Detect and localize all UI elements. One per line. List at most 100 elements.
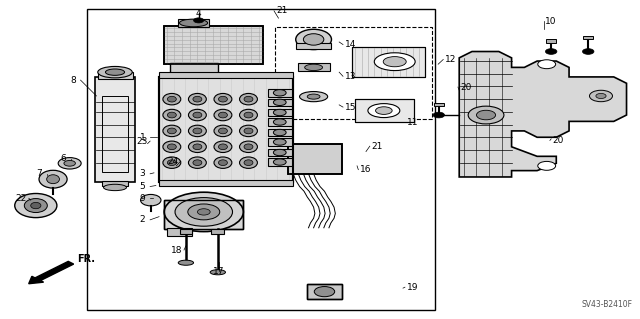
Bar bbox=[159, 180, 293, 186]
Bar bbox=[296, 43, 331, 49]
Ellipse shape bbox=[163, 125, 180, 137]
Ellipse shape bbox=[244, 128, 253, 134]
Ellipse shape bbox=[538, 60, 556, 69]
Ellipse shape bbox=[188, 109, 206, 121]
Ellipse shape bbox=[374, 53, 415, 70]
Text: 9: 9 bbox=[140, 194, 145, 203]
Ellipse shape bbox=[239, 157, 257, 168]
Ellipse shape bbox=[273, 90, 286, 96]
Bar bbox=[159, 77, 293, 182]
Ellipse shape bbox=[296, 29, 332, 50]
Text: 5: 5 bbox=[140, 182, 145, 191]
Ellipse shape bbox=[214, 93, 232, 105]
Ellipse shape bbox=[106, 69, 125, 75]
Text: 20: 20 bbox=[552, 136, 563, 145]
Text: 14: 14 bbox=[345, 40, 356, 49]
Text: 7: 7 bbox=[36, 169, 42, 178]
Ellipse shape bbox=[39, 170, 67, 188]
Ellipse shape bbox=[214, 157, 232, 168]
Text: 20: 20 bbox=[460, 83, 471, 92]
Text: 16: 16 bbox=[360, 165, 372, 174]
Ellipse shape bbox=[188, 141, 206, 152]
Text: 21: 21 bbox=[276, 6, 287, 15]
Bar bbox=[98, 72, 133, 78]
Ellipse shape bbox=[239, 109, 257, 121]
FancyArrow shape bbox=[29, 261, 74, 284]
Bar bbox=[87, 9, 435, 310]
Ellipse shape bbox=[239, 125, 257, 137]
Ellipse shape bbox=[214, 109, 232, 121]
Ellipse shape bbox=[163, 157, 180, 168]
Bar bbox=[102, 181, 129, 186]
Ellipse shape bbox=[188, 93, 206, 105]
Ellipse shape bbox=[545, 49, 557, 54]
Bar bbox=[298, 63, 330, 71]
Bar bbox=[268, 149, 292, 156]
Ellipse shape bbox=[168, 112, 176, 118]
Bar bbox=[164, 26, 262, 64]
Ellipse shape bbox=[47, 175, 60, 184]
Ellipse shape bbox=[244, 96, 253, 102]
Text: 12: 12 bbox=[445, 55, 456, 64]
Ellipse shape bbox=[376, 107, 392, 115]
Ellipse shape bbox=[168, 96, 176, 102]
Bar bbox=[268, 158, 292, 166]
Bar bbox=[352, 47, 426, 77]
Ellipse shape bbox=[193, 128, 202, 134]
Ellipse shape bbox=[188, 125, 206, 137]
Ellipse shape bbox=[197, 209, 210, 215]
Bar bbox=[268, 129, 292, 136]
Ellipse shape bbox=[538, 161, 556, 170]
Text: 11: 11 bbox=[407, 117, 419, 127]
Ellipse shape bbox=[218, 144, 227, 150]
Text: 15: 15 bbox=[345, 103, 356, 112]
Ellipse shape bbox=[168, 128, 176, 134]
Ellipse shape bbox=[307, 94, 320, 99]
Text: 4: 4 bbox=[196, 9, 202, 18]
Bar bbox=[307, 284, 342, 299]
Bar bbox=[268, 118, 292, 126]
Bar bbox=[268, 99, 292, 106]
Ellipse shape bbox=[314, 286, 335, 297]
Bar bbox=[167, 228, 192, 236]
Ellipse shape bbox=[273, 119, 286, 125]
Bar bbox=[275, 27, 432, 119]
Text: 24: 24 bbox=[168, 157, 179, 166]
Ellipse shape bbox=[15, 194, 57, 218]
Ellipse shape bbox=[210, 270, 225, 275]
Bar bbox=[102, 96, 129, 172]
Bar bbox=[288, 144, 342, 174]
Bar bbox=[288, 144, 342, 174]
Ellipse shape bbox=[582, 49, 594, 54]
Text: SV43-B2410F: SV43-B2410F bbox=[582, 300, 633, 309]
Text: 18: 18 bbox=[171, 246, 182, 255]
Ellipse shape bbox=[214, 125, 232, 137]
Ellipse shape bbox=[214, 141, 232, 152]
Text: FR.: FR. bbox=[77, 254, 95, 263]
Text: 2: 2 bbox=[140, 215, 145, 224]
Ellipse shape bbox=[468, 106, 504, 124]
Ellipse shape bbox=[273, 109, 286, 116]
Bar bbox=[179, 229, 192, 234]
Bar bbox=[268, 109, 292, 116]
Ellipse shape bbox=[64, 160, 76, 166]
Ellipse shape bbox=[24, 198, 47, 212]
Ellipse shape bbox=[218, 96, 227, 102]
Text: 13: 13 bbox=[345, 72, 356, 81]
Text: 23: 23 bbox=[137, 137, 148, 145]
Bar bbox=[583, 36, 593, 40]
Ellipse shape bbox=[433, 112, 445, 118]
Text: 6: 6 bbox=[60, 154, 66, 163]
Text: 22: 22 bbox=[15, 194, 27, 203]
Ellipse shape bbox=[163, 141, 180, 152]
Ellipse shape bbox=[218, 128, 227, 134]
Bar bbox=[307, 284, 342, 299]
Bar bbox=[546, 40, 556, 43]
Ellipse shape bbox=[273, 129, 286, 136]
Bar bbox=[95, 77, 135, 182]
Text: 10: 10 bbox=[545, 17, 557, 26]
Bar bbox=[268, 89, 292, 97]
Bar bbox=[178, 19, 209, 27]
Ellipse shape bbox=[164, 192, 243, 232]
Bar bbox=[355, 99, 414, 122]
